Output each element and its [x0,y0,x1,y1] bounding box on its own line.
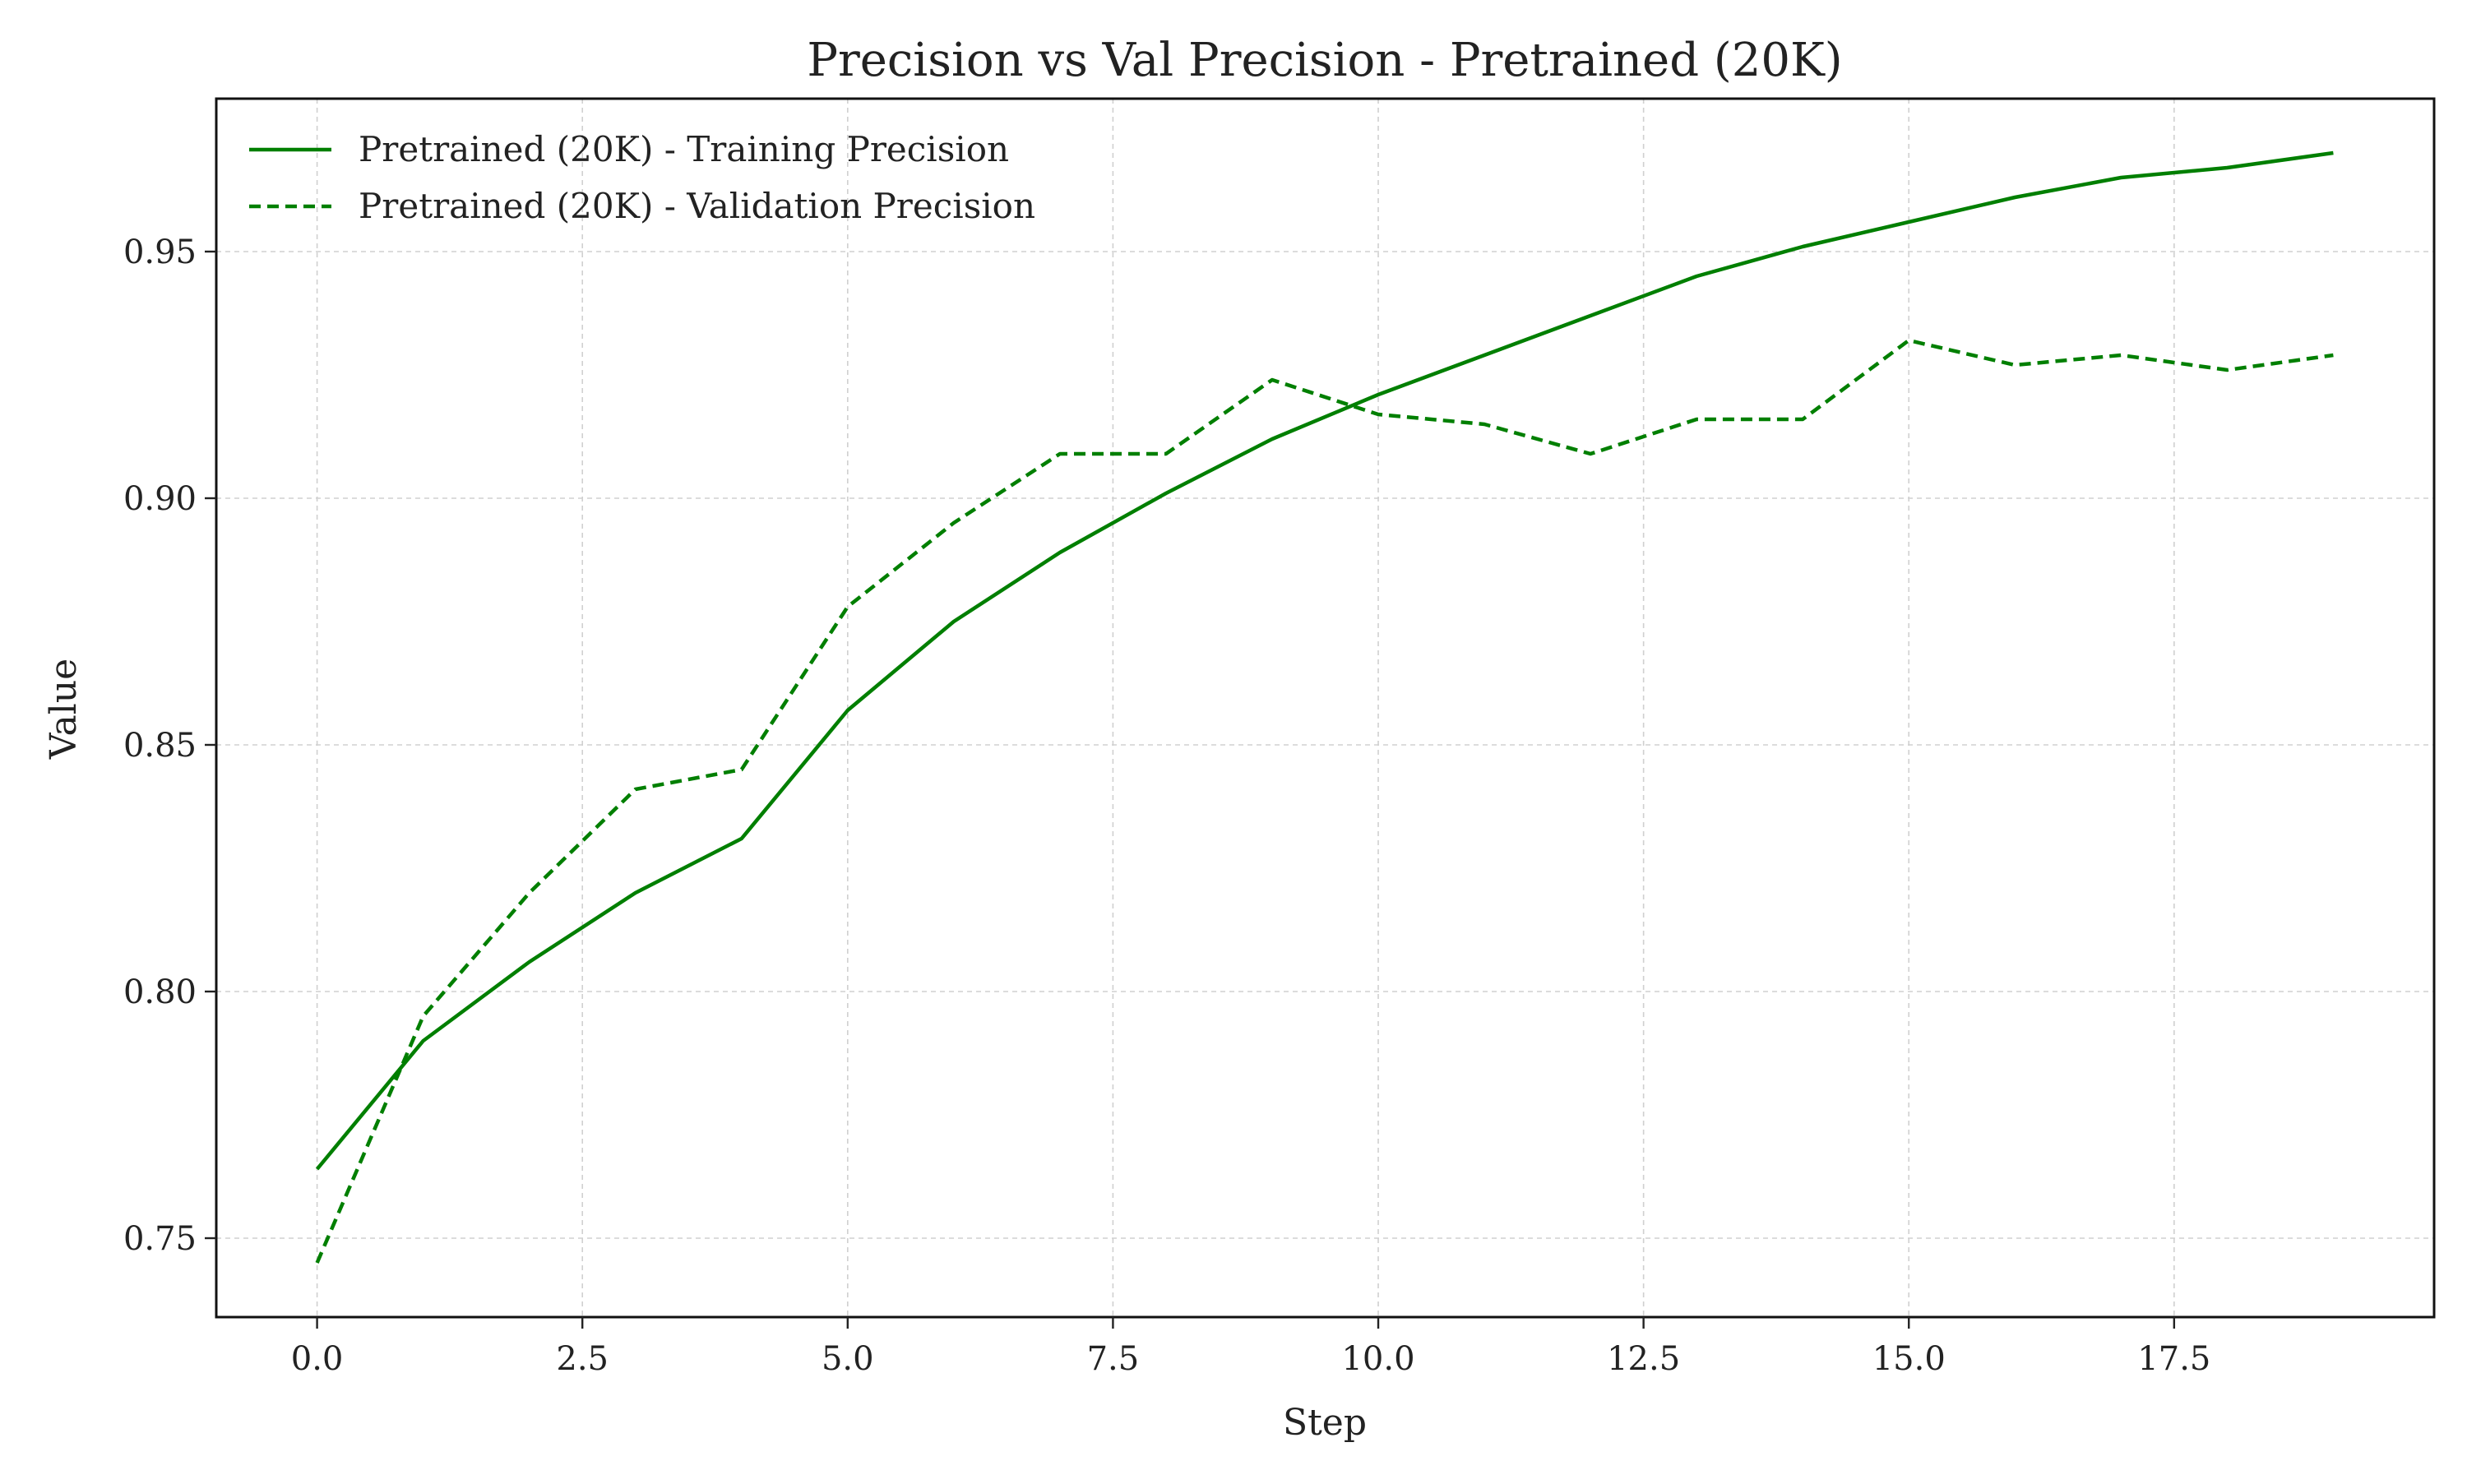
x-tick-label: 10.0 [1341,1340,1414,1378]
y-tick-label: 0.95 [123,233,197,271]
chart-title: Precision vs Val Precision - Pretrained … [807,34,1842,87]
x-axis-ticks: 0.0 2.5 5.0 7.5 10.0 12.5 15.0 17.5 [291,1317,2210,1378]
x-tick-label: 2.5 [556,1340,609,1378]
y-tick-label: 0.90 [123,480,197,518]
grid-layer [216,99,2434,1317]
x-tick-label: 5.0 [822,1340,874,1378]
series-layer [315,150,2334,1264]
x-tick-label: 15.0 [1872,1340,1946,1378]
legend: Pretrained (20K) - Training Precision Pr… [249,129,1035,226]
legend-label-validation: Pretrained (20K) - Validation Precision [359,186,1035,226]
x-tick-label: 7.5 [1087,1340,1140,1378]
x-tick-label: 17.5 [2137,1340,2210,1378]
x-tick-label: 12.5 [1607,1340,1680,1378]
series-line-training-precision [315,150,2334,1171]
y-axis-label: Value [43,659,85,760]
y-tick-label: 0.85 [123,727,197,765]
legend-label-training: Pretrained (20K) - Training Precision [359,129,1009,169]
y-tick-label: 0.75 [123,1220,197,1258]
y-axis-ticks: 0.75 0.80 0.85 0.90 0.95 [123,233,216,1258]
x-tick-label: 0.0 [291,1340,344,1378]
y-tick-label: 0.80 [123,973,197,1011]
series-line-validation-precision [315,338,2334,1264]
plot-frame [215,97,2436,1319]
x-axis-label: Step [1283,1402,1367,1444]
